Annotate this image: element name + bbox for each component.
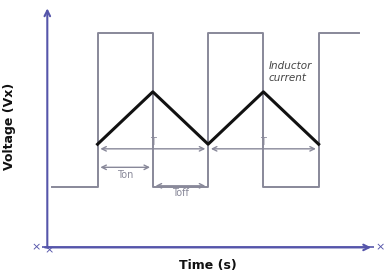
Text: T: T xyxy=(261,136,266,147)
X-axis label: Time (s): Time (s) xyxy=(179,259,237,272)
Text: ×: × xyxy=(375,242,385,252)
Text: Toff: Toff xyxy=(172,188,189,198)
Text: T: T xyxy=(150,136,156,147)
Text: Voltage (Vx): Voltage (Vx) xyxy=(3,83,16,170)
Text: ×: × xyxy=(45,245,54,255)
Text: ×: × xyxy=(32,242,41,252)
Text: Ton: Ton xyxy=(117,170,133,180)
Text: Inductor
current: Inductor current xyxy=(268,61,312,83)
